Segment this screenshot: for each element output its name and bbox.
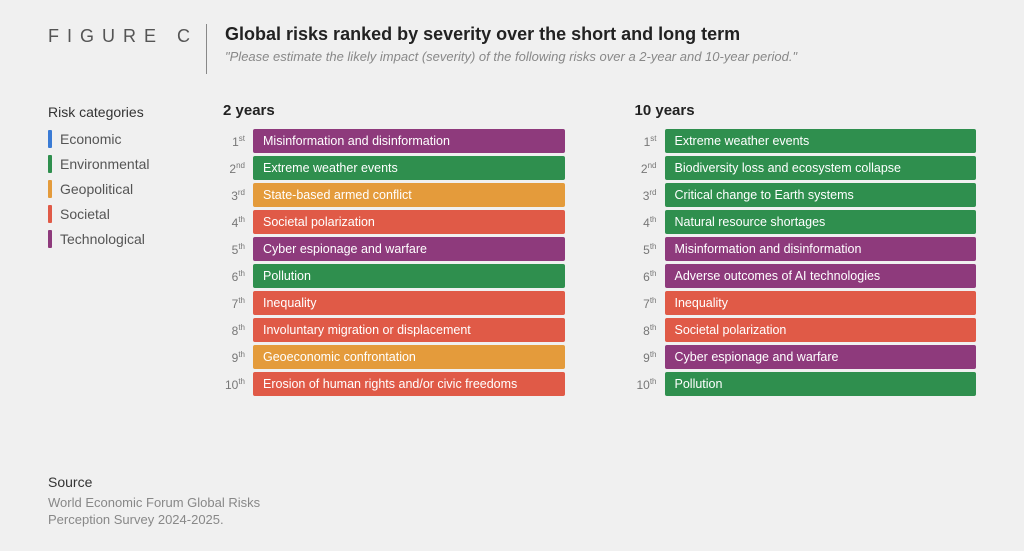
- rank-ordinal: 6th: [223, 269, 253, 284]
- risk-bar: Adverse outcomes of AI technologies: [665, 264, 977, 288]
- figure-title: Global risks ranked by severity over the…: [225, 24, 976, 45]
- rank-ordinal: 9th: [223, 350, 253, 365]
- rank-row: 10thPollution: [635, 372, 977, 396]
- rank-ordinal: 7th: [223, 296, 253, 311]
- column-heading: 10 years: [635, 102, 977, 119]
- rank-row: 6thPollution: [223, 264, 565, 288]
- body: Risk categories Economic Environmental Geo…: [48, 102, 976, 399]
- legend-label: Economic: [60, 131, 121, 147]
- rank-row: 2ndBiodiversity loss and ecosystem colla…: [635, 156, 977, 180]
- rank-ordinal: 10th: [635, 377, 665, 392]
- legend-swatch: [48, 130, 52, 148]
- rank-row: 7thInequality: [635, 291, 977, 315]
- rank-row: 1stExtreme weather events: [635, 129, 977, 153]
- figure-label: FIGURE C: [48, 24, 198, 47]
- risk-bar: Critical change to Earth systems: [665, 183, 977, 207]
- risk-bar: Pollution: [665, 372, 977, 396]
- figure-c: FIGURE C Global risks ranked by severity…: [0, 0, 1024, 551]
- risk-bar: State-based armed conflict: [253, 183, 565, 207]
- legend-item: Societal: [48, 205, 183, 223]
- rank-ordinal: 6th: [635, 269, 665, 284]
- rank-column: 2 years 1stMisinformation and disinformat…: [223, 102, 565, 399]
- risk-bar: Biodiversity loss and ecosystem collapse: [665, 156, 977, 180]
- rank-row: 2ndExtreme weather events: [223, 156, 565, 180]
- risk-bar: Inequality: [665, 291, 977, 315]
- risk-bar: Extreme weather events: [665, 129, 977, 153]
- rank-row: 9thCyber espionage and warfare: [635, 345, 977, 369]
- legend-item: Environmental: [48, 155, 183, 173]
- rank-row: 4thNatural resource shortages: [635, 210, 977, 234]
- rank-row: 6thAdverse outcomes of AI technologies: [635, 264, 977, 288]
- rank-row: 1stMisinformation and disinformation: [223, 129, 565, 153]
- risk-bar: Misinformation and disinformation: [665, 237, 977, 261]
- rank-row: 3rdState-based armed conflict: [223, 183, 565, 207]
- header-divider: [206, 24, 207, 74]
- rank-columns: 2 years1stMisinformation and disinformat…: [223, 102, 976, 399]
- rank-ordinal: 1st: [635, 134, 665, 149]
- rank-row: 7thInequality: [223, 291, 565, 315]
- legend-swatch: [48, 205, 52, 223]
- risk-bar: Geoeconomic confrontation: [253, 345, 565, 369]
- rank-ordinal: 8th: [635, 323, 665, 338]
- rank-ordinal: 3rd: [635, 188, 665, 203]
- risk-bar: Cyber espionage and warfare: [253, 237, 565, 261]
- risk-bar: Societal polarization: [253, 210, 565, 234]
- legend: Risk categories Economic Environmental Geo…: [48, 102, 183, 399]
- risk-bar: Natural resource shortages: [665, 210, 977, 234]
- title-block: Global risks ranked by severity over the…: [225, 24, 976, 64]
- source-title: Source: [48, 474, 308, 490]
- rank-row: 4thSocietal polarization: [223, 210, 565, 234]
- rank-ordinal: 5th: [223, 242, 253, 257]
- header: FIGURE C Global risks ranked by severity…: [48, 24, 976, 74]
- legend-swatch: [48, 155, 52, 173]
- legend-label: Environmental: [60, 156, 150, 172]
- risk-bar: Pollution: [253, 264, 565, 288]
- rank-row: 8thInvoluntary migration or displacement: [223, 318, 565, 342]
- legend-label: Geopolitical: [60, 181, 133, 197]
- legend-item: Technological: [48, 230, 183, 248]
- rank-ordinal: 1st: [223, 134, 253, 149]
- legend-item: Geopolitical: [48, 180, 183, 198]
- rank-row: 5thMisinformation and disinformation: [635, 237, 977, 261]
- column-heading: 2 years: [223, 102, 565, 119]
- figure-subtitle: "Please estimate the likely impact (seve…: [225, 49, 976, 64]
- risk-bar: Extreme weather events: [253, 156, 565, 180]
- risk-bar: Erosion of human rights and/or civic fre…: [253, 372, 565, 396]
- rank-ordinal: 9th: [635, 350, 665, 365]
- rank-ordinal: 8th: [223, 323, 253, 338]
- risk-bar: Inequality: [253, 291, 565, 315]
- legend-label: Societal: [60, 206, 110, 222]
- legend-title: Risk categories: [48, 104, 183, 120]
- rank-ordinal: 2nd: [223, 161, 253, 176]
- rank-ordinal: 4th: [635, 215, 665, 230]
- legend-swatch: [48, 230, 52, 248]
- rank-ordinal: 7th: [635, 296, 665, 311]
- rank-column: 10 years1stExtreme weather events2ndBiod…: [635, 102, 977, 399]
- risk-bar: Societal polarization: [665, 318, 977, 342]
- source-text: World Economic Forum Global Risks Percep…: [48, 494, 308, 529]
- rank-ordinal: 4th: [223, 215, 253, 230]
- rank-row: 5thCyber espionage and warfare: [223, 237, 565, 261]
- rank-row: 9thGeoeconomic confrontation: [223, 345, 565, 369]
- risk-bar: Involuntary migration or displacement: [253, 318, 565, 342]
- legend-item: Economic: [48, 130, 183, 148]
- rank-ordinal: 2nd: [635, 161, 665, 176]
- rank-row: 8thSocietal polarization: [635, 318, 977, 342]
- rank-ordinal: 5th: [635, 242, 665, 257]
- legend-label: Technological: [60, 231, 145, 247]
- legend-swatch: [48, 180, 52, 198]
- rank-row: 3rdCritical change to Earth systems: [635, 183, 977, 207]
- rank-ordinal: 3rd: [223, 188, 253, 203]
- rank-ordinal: 10th: [223, 377, 253, 392]
- risk-bar: Cyber espionage and warfare: [665, 345, 977, 369]
- risk-bar: Misinformation and disinformation: [253, 129, 565, 153]
- source: Source World Economic Forum Global Risks…: [48, 474, 308, 529]
- rank-row: 10thErosion of human rights and/or civic…: [223, 372, 565, 396]
